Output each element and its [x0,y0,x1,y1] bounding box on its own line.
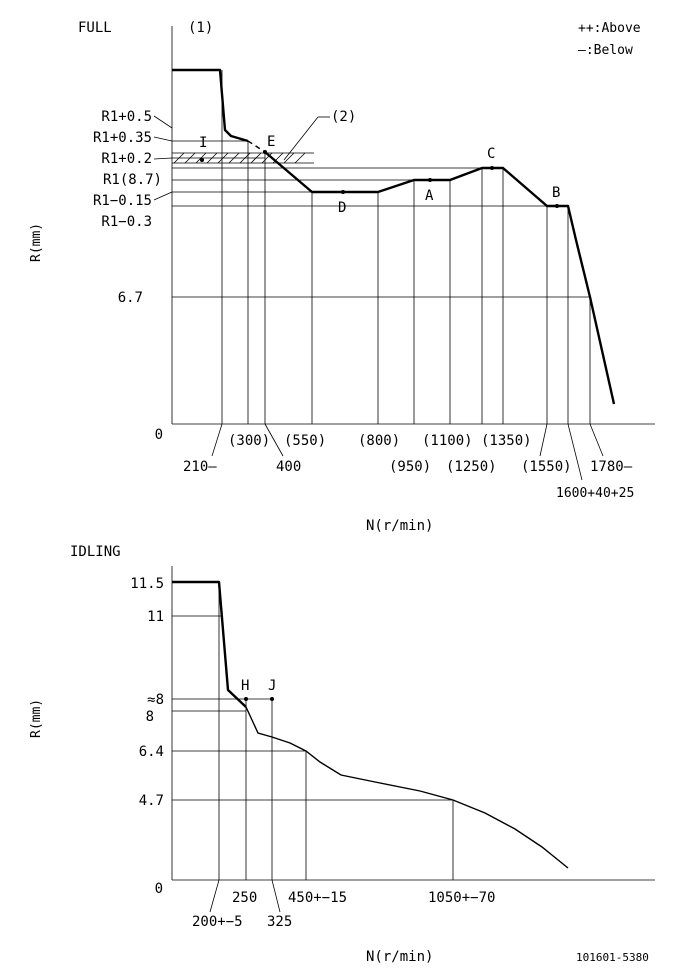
drawing-number: 101601-5380 [576,951,649,964]
full-governor-curve [264,151,616,405]
full-x-axis-title: N(r/min) [366,518,433,534]
idling-title: IDLING [70,544,121,560]
point-b-marker [555,204,559,208]
idling-x-axis-title: N(r/min) [366,949,433,965]
leader-r1-plus-035 [153,136,173,142]
idle-y-label-approx8: ≈8 [147,692,164,708]
x-label-950: (950) [389,459,431,475]
x-label-1350: (1350) [481,433,532,449]
x-label-1100: (1100) [422,433,473,449]
idle-x-label-250: 250 [232,890,257,906]
idle-y-label-6-4: 6.4 [139,744,164,760]
full-y-axis-title: R(mm) [29,223,44,262]
full-chart: FULL (1) ++:Above —:Below [29,20,655,534]
y-label-zero: 0 [155,427,163,443]
point-h-label: H [241,678,249,694]
point-e-label: E [267,134,275,150]
x-label-800: (800) [358,433,400,449]
x-label-1550: (1550) [521,459,572,475]
y-label-r1-plus-035: R1+0.35 [93,130,152,146]
note-1-label: (1) [188,20,213,36]
leader-400 [264,423,284,457]
x-label-400: 400 [276,459,301,475]
idle-y-label-zero: 0 [155,881,163,897]
idle-x-label-1050: 1050+−70 [428,890,495,906]
hatched-band [172,152,314,164]
y-label-r1-plus-02: R1+0.2 [101,151,152,167]
point-j-label: J [268,678,276,694]
leader-r1-plus-05 [153,115,173,129]
legend-above: ++:Above [578,21,641,36]
leader-r1-plus-02 [153,157,173,160]
idling-y-axis-title: R(mm) [29,699,44,738]
idle-x-label-450: 450+−15 [288,890,347,906]
point-i-marker [200,158,204,162]
point-d-marker [341,190,345,194]
y-label-r1-minus-03: R1−0.3 [101,214,152,230]
note-2-label: (2) [331,109,356,125]
idling-curve-fall [245,706,569,869]
y-label-r1: R1(8.7) [103,172,162,188]
idle-y-label-11-5: 11.5 [130,576,164,592]
full-characteristic-curve [172,68,249,143]
x-label-210: 210— [183,459,217,475]
point-b-label: B [552,185,560,201]
y-label-r1-minus-015: R1−0.15 [93,193,152,209]
leader-r1-minus-015 [153,191,173,201]
x-label-1600: 1600+40+25 [556,486,634,501]
point-a-label: A [425,188,434,204]
idle-y-label-4-7: 4.7 [139,793,164,809]
x-label-1780: 1780— [590,459,633,475]
idle-y-label-8: 8 [146,709,154,725]
point-c-label: C [487,146,495,162]
x-label-550: (550) [284,433,326,449]
point-c-marker [490,166,494,170]
idling-chart: IDLING H J 11.5 11 ≈8 8 6.4 4.7 0 R(mm) [29,544,655,965]
x-label-300: (300) [228,433,270,449]
legend-below: —:Below [578,43,633,58]
x-label-1250: (1250) [446,459,497,475]
full-dashed-segment [247,140,266,153]
y-label-6-7: 6.7 [118,290,143,306]
idle-x-label-325: 325 [267,914,292,930]
leader-1780 [589,423,604,457]
point-e-marker [263,150,267,154]
leader-1600 [567,423,583,481]
y-label-r1-plus-05: R1+0.5 [101,109,152,125]
point-a-marker [428,178,432,182]
idle-y-label-11: 11 [147,609,164,625]
full-title: FULL [78,20,112,36]
point-i-label: I [199,135,207,151]
point-j-marker [270,697,274,701]
leader-1550 [539,423,548,457]
idle-x-label-200: 200+−5 [192,914,243,930]
point-d-label: D [338,200,346,216]
idling-curve-flat [172,580,247,708]
leader-210 [211,423,223,457]
idle-leader-200 [209,879,220,913]
point-h-marker [244,697,248,701]
note-2-leader [283,116,319,161]
idle-leader-325 [271,879,281,913]
